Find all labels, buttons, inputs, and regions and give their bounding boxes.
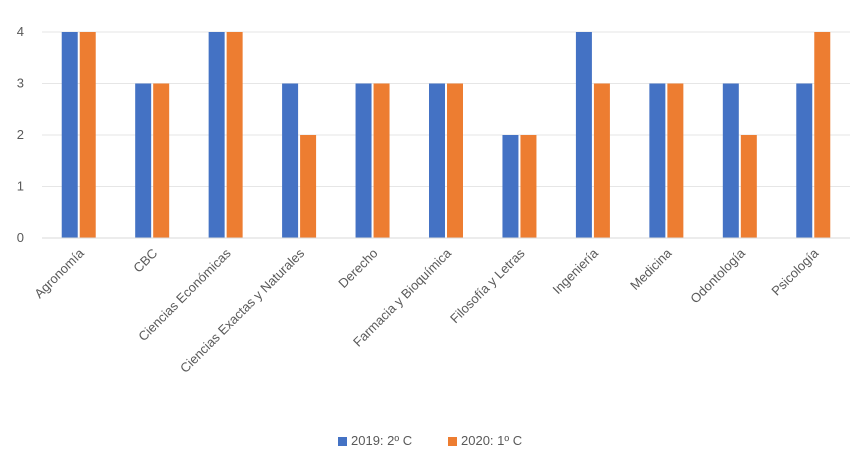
x-category-label: Odontología (687, 245, 748, 306)
bar-2020 (814, 32, 831, 238)
x-category-label: Filosofía y Letras (447, 245, 528, 326)
x-category-label: Derecho (335, 246, 380, 291)
bar-2020 (79, 32, 96, 238)
bars (61, 32, 831, 238)
y-tick-label: 2 (17, 127, 24, 142)
legend: 2019: 2º C 2020: 1º C (338, 433, 522, 448)
x-category-label: Medicina (627, 245, 675, 293)
bar-2019 (61, 32, 78, 238)
y-tick-label: 0 (17, 230, 24, 245)
bar-2020 (226, 32, 243, 238)
y-tick-label: 3 (17, 76, 24, 91)
x-category-label: Psicología (768, 245, 822, 299)
bar-2020 (153, 83, 170, 238)
bar-2020 (520, 135, 537, 238)
y-tick-label: 1 (17, 179, 24, 194)
y-axis-ticks: 0 1 2 3 4 (17, 24, 24, 245)
x-category-label: Agronomía (31, 245, 87, 301)
x-category-label: Ciencias Exactas y Naturales (177, 245, 308, 376)
gridlines (42, 31, 850, 187)
bar-2019 (722, 83, 739, 238)
legend-swatch-2020 (448, 437, 457, 446)
legend-label-2020: 2020: 1º C (461, 433, 522, 448)
bar-2019 (355, 83, 372, 238)
bar-2020 (667, 83, 684, 238)
bar-2020 (300, 135, 317, 238)
y-tick-label: 4 (17, 24, 24, 39)
bar-2020 (447, 83, 463, 238)
bar-2019 (649, 83, 666, 238)
bar-2019 (282, 83, 299, 238)
x-category-label: Ingeniería (550, 245, 602, 297)
legend-label-2019: 2019: 2º C (351, 433, 412, 448)
bar-2019 (429, 83, 445, 238)
bar-2019 (502, 135, 519, 238)
x-category-label: CBC (130, 246, 160, 276)
bar-2020 (593, 83, 610, 238)
bar-2019 (208, 32, 225, 238)
bar-2019 (135, 83, 152, 238)
legend-swatch-2019 (338, 437, 347, 446)
bar-2020 (373, 83, 390, 238)
bar-2019 (796, 83, 813, 238)
bar-2020 (740, 135, 757, 238)
bar-2019 (575, 32, 592, 238)
